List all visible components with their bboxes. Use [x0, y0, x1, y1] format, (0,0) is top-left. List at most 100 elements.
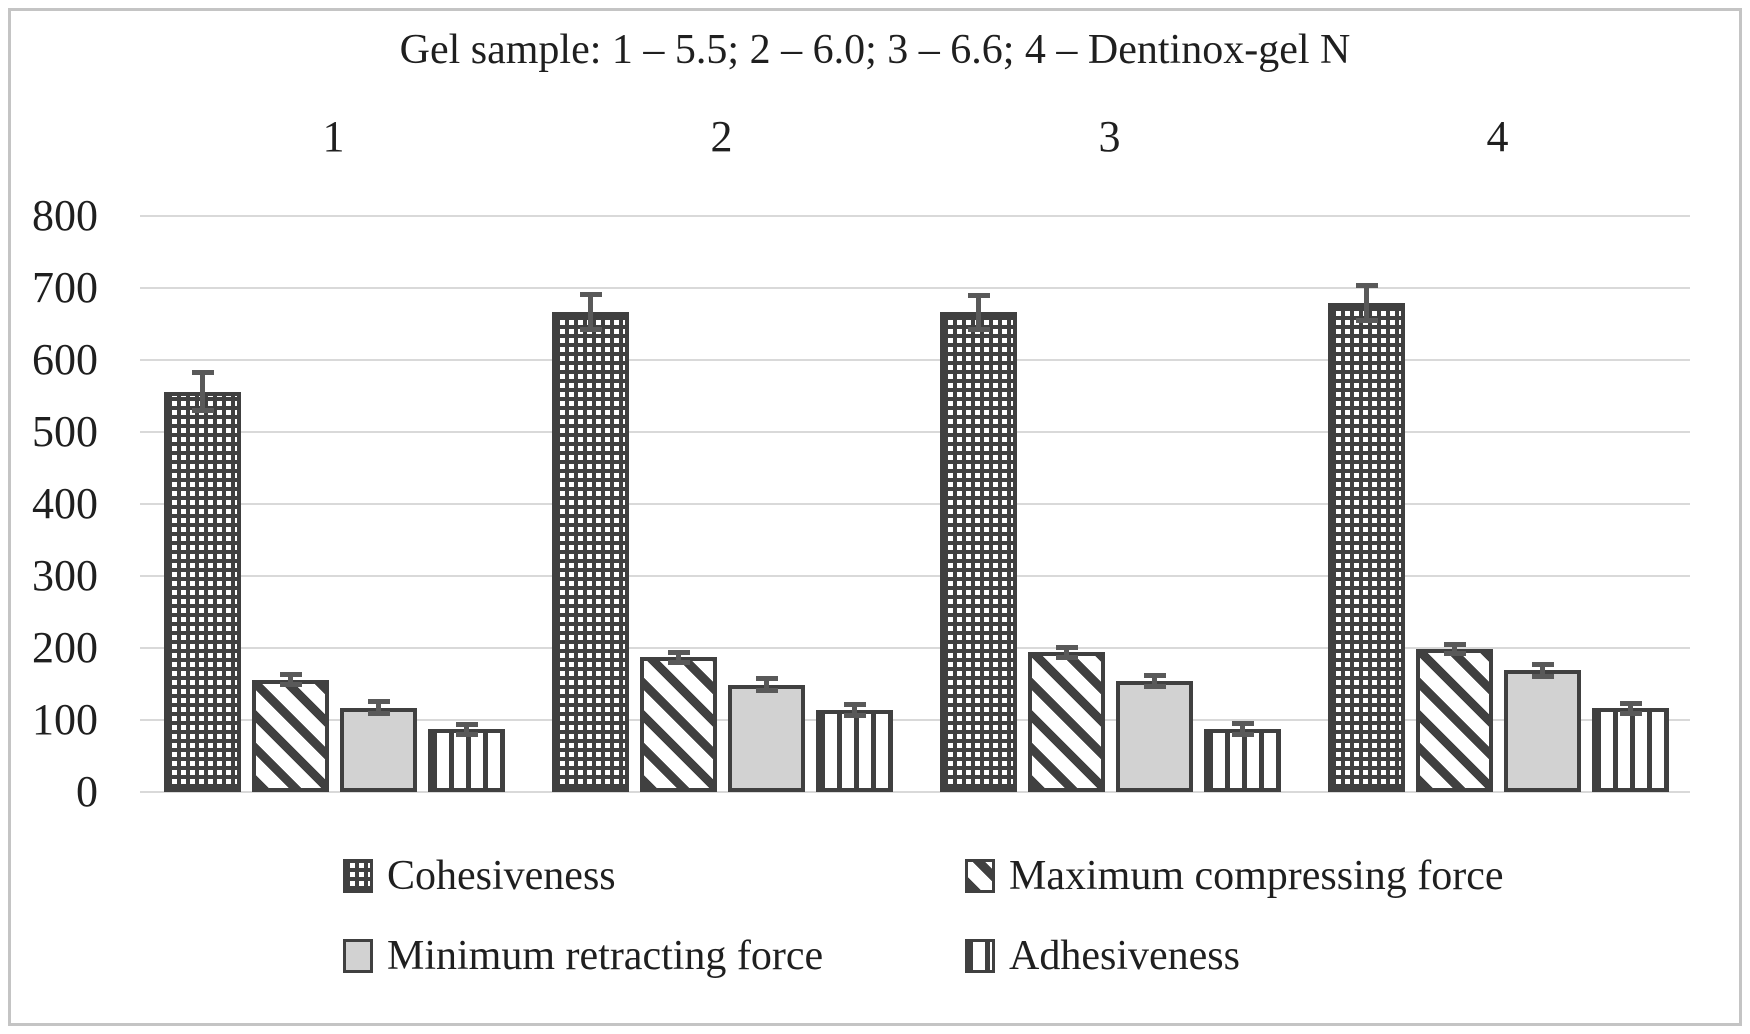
- error-bar-part: [1628, 701, 1633, 716]
- bar-vertical-stripes-group-4: [1592, 708, 1669, 792]
- error-bar-part: [976, 293, 981, 332]
- y-axis-tick-label: 400: [32, 479, 98, 528]
- error-bar-part: [1064, 645, 1069, 660]
- gridline-800: [140, 215, 1690, 217]
- error-bar-part: [376, 699, 381, 717]
- chart-title: Gel sample: 1 – 5.5; 2 – 6.0; 3 – 6.6; 4…: [399, 27, 1351, 73]
- error-bar-part: [967, 293, 990, 299]
- bar-diagonal-stripes-group-3: [1028, 652, 1105, 792]
- gridline-700: [140, 287, 1690, 289]
- error-bar-part: [191, 370, 214, 376]
- error-bar-part: [1531, 673, 1554, 679]
- error-bar: [1143, 673, 1166, 690]
- gridline-400: [140, 503, 1690, 505]
- legend-label: Minimum retracting force: [387, 933, 824, 979]
- error-bar-part: [191, 408, 214, 414]
- error-bar-part: [367, 711, 390, 717]
- error-bar-part: [755, 688, 778, 694]
- legend-swatch-vertical-stripes: [965, 939, 995, 973]
- y-axis-tick-label: 300: [32, 551, 98, 600]
- error-bar-part: [1240, 720, 1245, 737]
- bar-vertical-stripes-group-2: [816, 709, 893, 792]
- bar-solid-group-3: [1116, 681, 1193, 792]
- bar-dots-group-2: [552, 311, 629, 792]
- error-bar-part: [852, 702, 857, 718]
- y-axis-tick-label: 100: [32, 695, 98, 744]
- error-bar-part: [579, 291, 602, 297]
- error-bar-part: [755, 676, 778, 682]
- error-bar-part: [1143, 673, 1166, 679]
- error-bar-part: [667, 650, 690, 656]
- error-bar: [967, 293, 990, 332]
- bar-solid-group-4: [1504, 670, 1581, 792]
- chart-border: [8, 8, 1742, 1026]
- error-bar-part: [464, 722, 469, 737]
- error-bar: [1231, 720, 1254, 737]
- legend: Cohesiveness Maximum compressing force Min…: [343, 852, 1504, 980]
- legend-swatch-diagonal-stripes: [965, 859, 995, 893]
- error-bar-part: [1231, 731, 1254, 737]
- group-label: 2: [710, 112, 733, 161]
- error-bar: [1443, 641, 1466, 656]
- bar-solid-group-2: [728, 684, 805, 792]
- error-bar-part: [1364, 282, 1369, 324]
- gridline-200: [140, 647, 1690, 649]
- group-label: 3: [1098, 112, 1121, 161]
- error-bar-part: [1355, 282, 1378, 288]
- error-bar-part: [588, 291, 593, 332]
- error-bar-part: [967, 326, 990, 332]
- bar-diagonal-stripes-group-2: [640, 657, 717, 792]
- error-bar-part: [579, 326, 602, 332]
- legend-label: Adhesiveness: [1009, 933, 1240, 979]
- error-bar: [455, 722, 478, 737]
- error-bar: [843, 702, 866, 718]
- error-bar: [367, 699, 390, 717]
- error-bar-part: [1143, 684, 1166, 690]
- group-label: 1: [322, 112, 345, 161]
- legend-item: Minimum retracting force: [343, 932, 965, 980]
- bar-diagonal-stripes-group-1: [252, 679, 329, 792]
- bar-dots-group-4: [1328, 303, 1405, 792]
- error-bar-part: [764, 676, 769, 694]
- error-bar-part: [1055, 645, 1078, 651]
- gridline-600: [140, 359, 1690, 361]
- error-bar: [579, 291, 602, 332]
- error-bar-part: [200, 370, 205, 414]
- bar-dots-group-3: [940, 312, 1017, 792]
- error-bar-part: [1231, 720, 1254, 726]
- y-axis-tick-label: 200: [32, 623, 98, 672]
- y-axis-tick-label: 700: [32, 263, 98, 312]
- error-bar: [1055, 645, 1078, 660]
- gridline-0: [140, 791, 1690, 793]
- gridline-500: [140, 431, 1690, 433]
- y-axis-tick-label: 800: [32, 191, 98, 240]
- error-bar-part: [1531, 661, 1554, 667]
- error-bar-part: [367, 699, 390, 705]
- error-bar-part: [279, 672, 302, 678]
- error-bar: [1619, 701, 1642, 716]
- gridline-100: [140, 719, 1690, 721]
- error-bar-part: [279, 681, 302, 687]
- legend-swatch-dots: [343, 859, 373, 893]
- error-bar: [1355, 282, 1378, 324]
- error-bar: [1531, 661, 1554, 679]
- legend-item: Cohesiveness: [343, 852, 965, 900]
- y-axis-tick-label: 0: [76, 767, 98, 816]
- error-bar-part: [676, 650, 681, 665]
- error-bar: [755, 676, 778, 694]
- error-bar-part: [1540, 661, 1545, 679]
- plot-area: [140, 215, 1690, 793]
- error-bar-part: [843, 702, 866, 707]
- y-axis-tick-label: 500: [32, 407, 98, 456]
- error-bar-part: [667, 659, 690, 665]
- gridline-300: [140, 575, 1690, 577]
- error-bar-part: [455, 731, 478, 737]
- error-bar: [279, 672, 302, 687]
- error-bar-part: [1443, 650, 1466, 656]
- error-bar-part: [1619, 710, 1642, 716]
- legend-item: Maximum compressing force: [965, 852, 1504, 900]
- error-bar-part: [288, 672, 293, 687]
- legend-label: Cohesiveness: [387, 853, 616, 899]
- error-bar: [191, 370, 214, 414]
